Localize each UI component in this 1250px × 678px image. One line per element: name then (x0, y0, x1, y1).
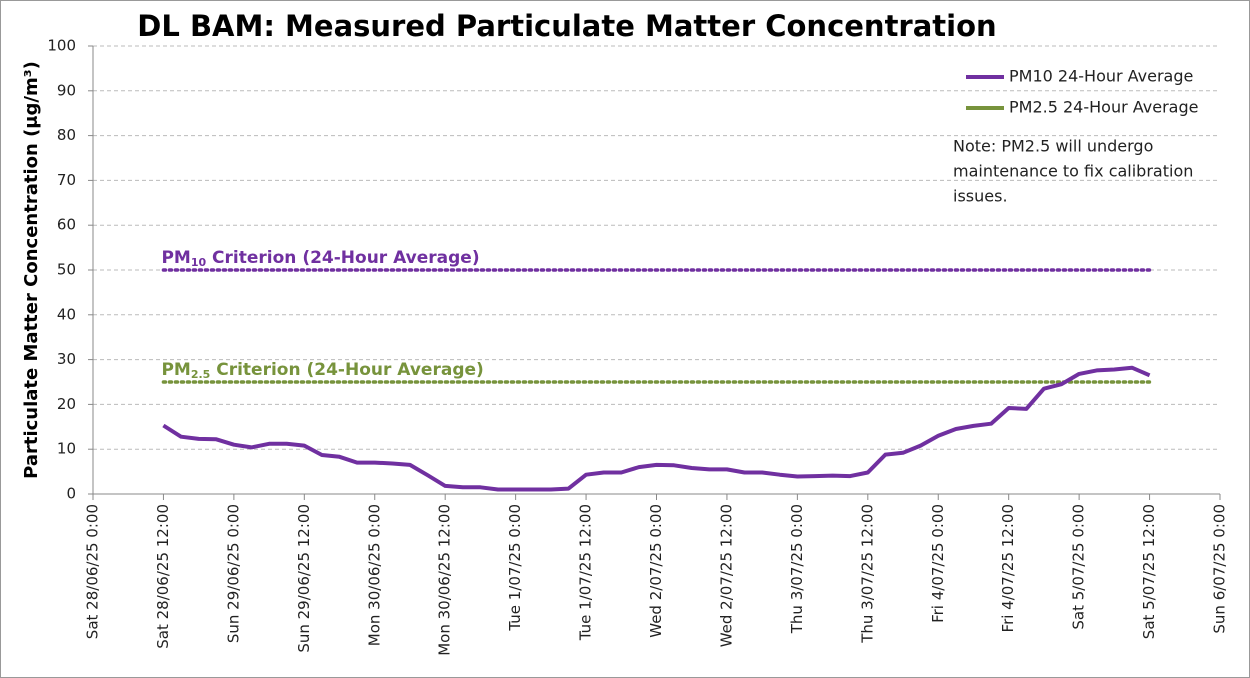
y-tick-label: 20 (57, 395, 76, 413)
criterion-suffix: Criterion (24-Hour Average) (206, 248, 479, 268)
criterion-suffix: Criterion (24-Hour Average) (210, 360, 483, 380)
criterion-label: PM2.5 Criterion (24-Hour Average) (161, 360, 483, 381)
legend-label: PM2.5 24-Hour Average (1009, 98, 1198, 117)
y-tick-label: 30 (57, 350, 76, 368)
x-tick-label: Mon 30/06/25 0:00 (365, 504, 383, 646)
y-axis-label: Particulate Matter Concentration (μg/m³) (21, 61, 42, 479)
criterion-prefix: PM (161, 248, 190, 268)
criterion-prefix: PM (161, 360, 190, 380)
y-tick-label: 60 (57, 216, 76, 234)
y-tick-label: 100 (47, 37, 76, 55)
x-tick-label: Tue 1/07/25 0:00 (506, 504, 524, 632)
note: issues. (953, 187, 1008, 206)
x-tick-label: Fri 4/07/25 12:00 (999, 504, 1017, 632)
criterion-label: PM10 Criterion (24-Hour Average) (161, 248, 479, 269)
y-tick-label: 50 (57, 261, 76, 279)
x-tick-label: Sun 29/06/25 12:00 (295, 504, 313, 653)
x-tick-label: Mon 30/06/25 12:00 (436, 504, 454, 656)
x-tick-label: Sat 5/07/25 0:00 (1070, 504, 1088, 630)
x-tick-label: Wed 2/07/25 12:00 (717, 504, 735, 647)
criterion-subscript: 10 (191, 256, 207, 269)
y-tick-label: 90 (57, 81, 76, 99)
x-tick-label: Sun 6/07/25 0:00 (1211, 504, 1229, 634)
x-tick-label: Sat 28/06/25 12:00 (154, 504, 172, 649)
x-tick-label: Sat 28/06/25 0:00 (84, 504, 102, 639)
chart-title: DL BAM: Measured Particulate Matter Conc… (137, 9, 996, 43)
y-tick-label: 10 (57, 440, 76, 458)
note: maintenance to fix calibration (953, 162, 1193, 181)
x-tick-label: Tue 1/07/25 12:00 (577, 504, 595, 641)
x-tick-label: Fri 4/07/25 0:00 (929, 504, 947, 623)
x-tick-label: Thu 3/07/25 12:00 (858, 504, 876, 644)
x-tick-label: Thu 3/07/25 0:00 (788, 504, 806, 634)
criterion-subscript: 2.5 (191, 368, 211, 381)
y-tick-label: 80 (57, 126, 76, 144)
x-tick-label: Wed 2/07/25 0:00 (647, 504, 665, 638)
series-line (162, 365, 1151, 492)
legend-label: PM10 24-Hour Average (1009, 67, 1193, 86)
y-tick-label: 70 (57, 171, 76, 189)
y-tick-label: 0 (66, 485, 76, 503)
note: Note: PM2.5 will undergo (953, 137, 1153, 156)
x-tick-label: Sun 29/06/25 0:00 (224, 504, 242, 643)
y-tick-label: 40 (57, 305, 76, 323)
x-tick-label: Sat 5/07/25 12:00 (1140, 504, 1158, 639)
